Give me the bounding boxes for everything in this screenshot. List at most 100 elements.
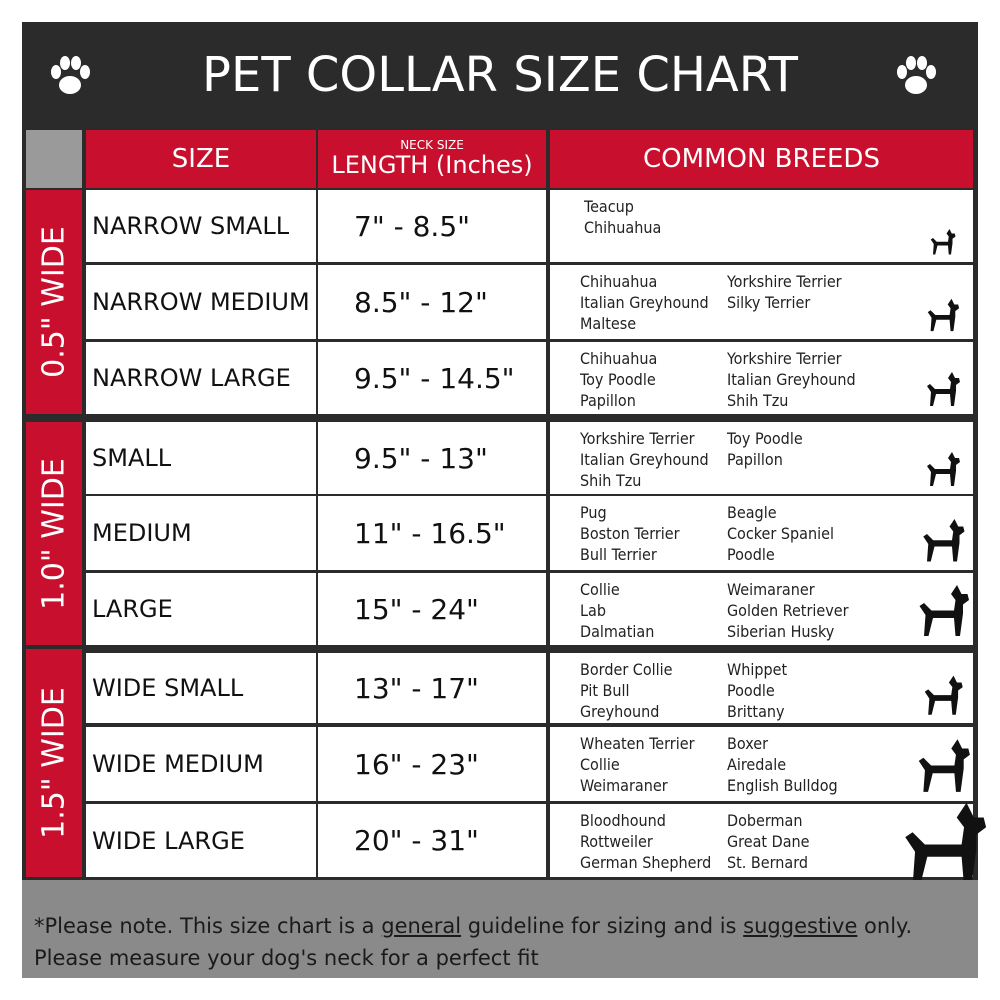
group-label: 1.0" WIDE: [26, 422, 82, 645]
note-text: only.: [857, 914, 913, 938]
breed: Brittany: [727, 702, 785, 721]
footer-note: *Please note. This size chart is a gener…: [22, 880, 978, 978]
size-cell: NARROW SMALL: [86, 190, 316, 262]
header-size: SIZE: [86, 130, 316, 188]
breed-list: Yorkshire Terrier Silky Terrier: [727, 271, 842, 313]
size-cell: WIDE SMALL: [86, 653, 316, 723]
breed: Bull Terrier: [580, 545, 657, 564]
breed: Bloodhound: [580, 811, 666, 830]
breed: Chihuahua: [580, 349, 658, 368]
breed: Toy Poodle: [580, 370, 656, 389]
dog-silhouette-icon: [923, 519, 965, 562]
breed: Italian Greyhound: [580, 450, 709, 469]
length-cell: 15" - 24": [318, 573, 546, 645]
corner-cell: [26, 130, 82, 188]
breed-list: Chihuahua Toy Poodle Papillon: [580, 348, 657, 411]
breeds-cell: Yorkshire Terrier Italian Greyhound Shih T…: [550, 422, 973, 494]
length-cell: 7" - 8.5": [318, 190, 546, 262]
breed: Beagle: [727, 503, 777, 522]
breed-list: Teacup Chihuahua: [584, 196, 661, 238]
breed: Rottweiler: [580, 832, 653, 851]
breed-list: Whippet Poodle Brittany: [727, 659, 787, 722]
size-cell: NARROW MEDIUM: [86, 265, 316, 339]
breeds-cell: Pug Boston Terrier Bull Terrier Beagle Cock…: [550, 496, 973, 570]
breed: Lab: [580, 601, 606, 620]
breed: Pit Bull: [580, 681, 630, 700]
note-emphasis: general: [381, 914, 462, 938]
breed-list: Chihuahua Italian Greyhound Maltese: [580, 271, 709, 334]
dog-silhouette-icon: [924, 675, 963, 715]
paw-print-icon: [51, 56, 90, 94]
breed: Teacup: [584, 197, 634, 216]
header-length-caption: NECK SIZE: [400, 138, 464, 152]
breed-list: Yorkshire Terrier Italian Greyhound Shih T…: [727, 348, 856, 411]
breed: Papillon: [727, 450, 783, 469]
breed: German Shepherd: [580, 853, 712, 872]
breed: Collie: [580, 580, 620, 599]
breed: St. Bernard: [727, 853, 809, 872]
breed: Maltese: [580, 314, 637, 333]
breed: Poodle: [727, 545, 775, 564]
breed-list: Beagle Cocker Spaniel Poodle: [727, 502, 834, 565]
length-cell: 8.5" - 12": [318, 265, 546, 339]
breed-list: Border Collie Pit Bull Greyhound: [580, 659, 673, 722]
size-cell: WIDE MEDIUM: [86, 727, 316, 801]
breed-list: Toy Poodle Papillon: [727, 428, 803, 470]
breed: Yorkshire Terrier: [727, 272, 842, 291]
breed: Collie: [580, 755, 620, 774]
size-cell: LARGE: [86, 573, 316, 645]
length-cell: 9.5" - 13": [318, 422, 546, 494]
breed: Siberian Husky: [727, 622, 835, 641]
breed: Border Collie: [580, 660, 673, 679]
note-emphasis: suggestive: [743, 914, 858, 938]
size-cell: SMALL: [86, 422, 316, 494]
breed: Chihuahua: [580, 272, 658, 291]
dog-silhouette-icon: [927, 372, 960, 406]
group-label-text: 1.0" WIDE: [36, 457, 72, 610]
breed-list: Doberman Great Dane St. Bernard: [727, 810, 810, 873]
breed: Italian Greyhound: [727, 370, 856, 389]
breed: Toy Poodle: [727, 429, 803, 448]
breed-list: Weimaraner Golden Retriever Siberian Husky: [727, 579, 849, 642]
breed: Dalmatian: [580, 622, 655, 641]
length-cell: 9.5" - 14.5": [318, 342, 546, 414]
breed: Golden Retriever: [727, 601, 849, 620]
chart-title: PET COLLAR SIZE CHART: [202, 47, 798, 103]
size-cell: MEDIUM: [86, 496, 316, 570]
breeds-cell: Teacup Chihuahua: [550, 190, 973, 262]
breed-list: Collie Lab Dalmatian: [580, 579, 654, 642]
dog-silhouette-icon: [905, 802, 987, 887]
header-length-label: LENGTH (Inches): [331, 151, 533, 179]
breeds-cell: Border Collie Pit Bull Greyhound Whippet Po…: [550, 653, 973, 723]
length-cell: 13" - 17": [318, 653, 546, 723]
group-label: 0.5" WIDE: [26, 190, 82, 414]
dog-silhouette-icon: [927, 452, 960, 486]
length-cell: 11" - 16.5": [318, 496, 546, 570]
breed: Wheaten Terrier: [580, 734, 695, 753]
breed: Boston Terrier: [580, 524, 680, 543]
header-breeds: COMMON BREEDS: [550, 130, 973, 188]
dog-silhouette-icon: [930, 229, 956, 255]
note-text: guideline for sizing and is: [461, 914, 744, 938]
breeds-cell: Wheaten Terrier Collie Weimaraner Boxer Air…: [550, 727, 973, 801]
note-text: *Please note. This size chart is a: [34, 914, 382, 938]
breed: Chihuahua: [584, 218, 662, 237]
breeds-cell: Chihuahua Toy Poodle Papillon Yorkshire Te…: [550, 342, 973, 414]
breed-list: Yorkshire Terrier Italian Greyhound Shih T…: [580, 428, 709, 491]
breed: Weimaraner: [727, 580, 815, 599]
breed: English Bulldog: [727, 776, 838, 795]
breed: Shih Tzu: [727, 391, 789, 410]
dog-silhouette-icon: [918, 739, 970, 792]
breeds-cell: Chihuahua Italian Greyhound Maltese Yorksh…: [550, 265, 973, 339]
breed: Yorkshire Terrier: [580, 429, 695, 448]
breed: Poodle: [727, 681, 775, 700]
breed: Whippet: [727, 660, 788, 679]
breed-list: Wheaten Terrier Collie Weimaraner: [580, 733, 694, 796]
breed: Airedale: [727, 755, 787, 774]
breed-list: Pug Boston Terrier Bull Terrier: [580, 502, 680, 565]
group-label: 1.5" WIDE: [26, 649, 82, 877]
breeds-cell: Collie Lab Dalmatian Weimaraner Golden Retr…: [550, 573, 973, 645]
length-cell: 16" - 23": [318, 727, 546, 801]
dog-silhouette-icon: [927, 298, 960, 332]
breed: Yorkshire Terrier: [727, 349, 842, 368]
